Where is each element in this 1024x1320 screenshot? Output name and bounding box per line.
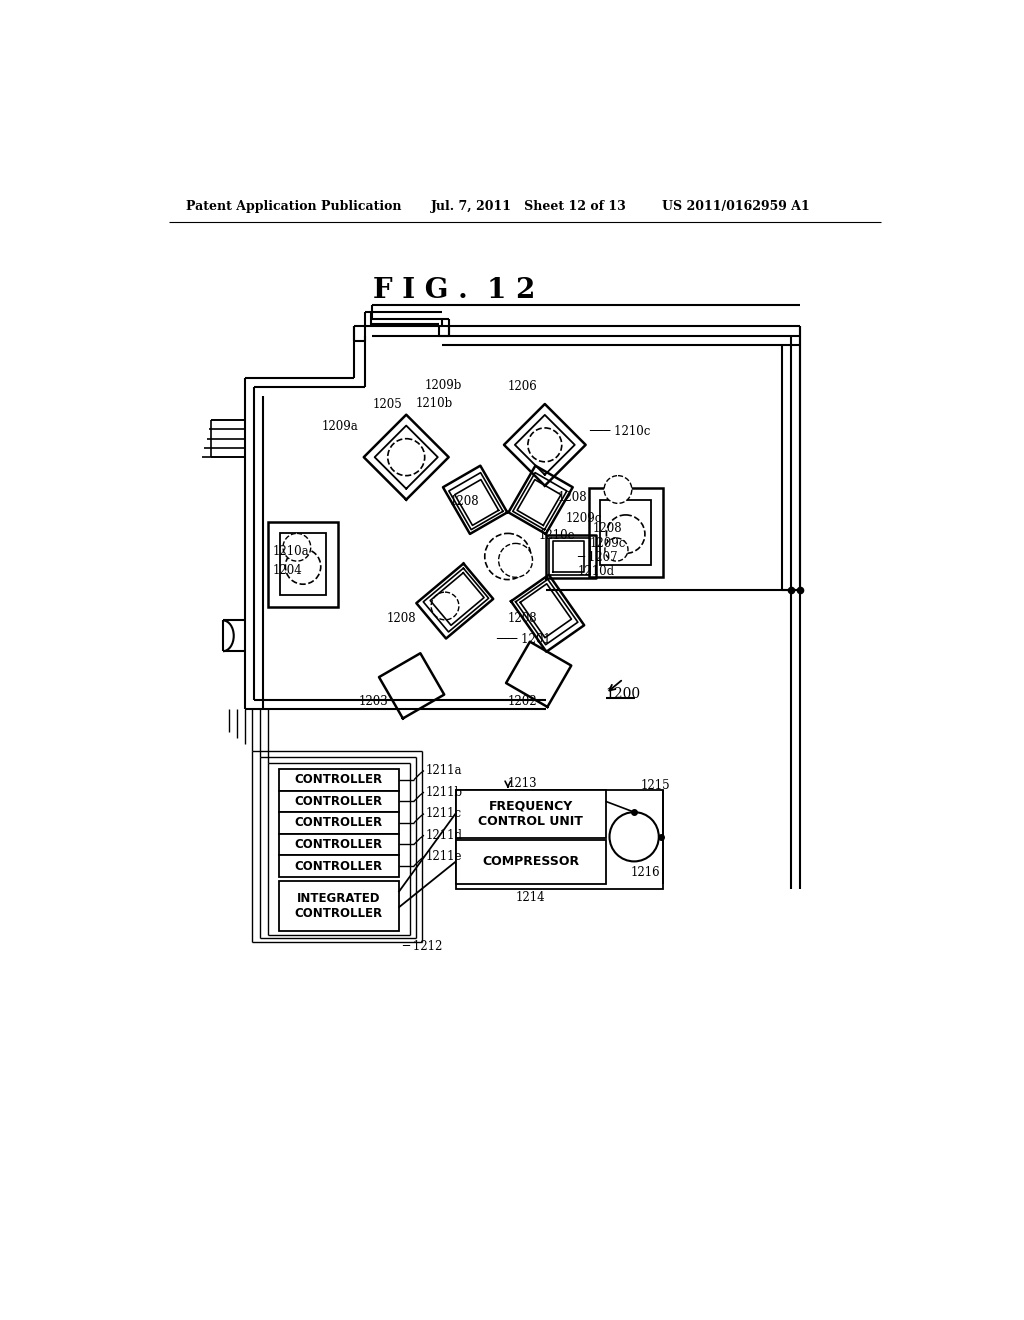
Text: 1210e: 1210e xyxy=(539,529,575,543)
Text: CONTROLLER: CONTROLLER xyxy=(295,774,383,787)
Bar xyxy=(268,521,338,607)
Text: 1208: 1208 xyxy=(451,495,479,508)
Text: 1202: 1202 xyxy=(508,694,538,708)
Text: CONTROLLER: CONTROLLER xyxy=(295,816,383,829)
Circle shape xyxy=(606,515,645,553)
Text: CONTROLLER: CONTROLLER xyxy=(295,795,383,808)
Text: 1210b: 1210b xyxy=(416,397,453,409)
Text: 1204: 1204 xyxy=(273,564,303,577)
Circle shape xyxy=(283,533,310,561)
Text: 1209c: 1209c xyxy=(590,537,626,550)
Bar xyxy=(456,789,605,838)
Text: ─ 1207: ─ 1207 xyxy=(578,550,617,564)
Bar xyxy=(280,880,398,931)
Bar xyxy=(589,488,663,577)
Text: Patent Application Publication: Patent Application Publication xyxy=(186,201,401,214)
Text: 1211b: 1211b xyxy=(425,785,463,799)
Text: 1208: 1208 xyxy=(558,491,588,504)
Text: 1206: 1206 xyxy=(508,380,538,393)
Bar xyxy=(280,770,398,791)
Bar xyxy=(280,791,398,812)
Text: FREQUENCY
CONTROL UNIT: FREQUENCY CONTROL UNIT xyxy=(478,800,583,828)
Circle shape xyxy=(431,593,459,620)
Bar xyxy=(280,834,398,855)
Bar xyxy=(280,533,326,595)
Text: ─ 1212: ─ 1212 xyxy=(402,940,442,953)
Text: 1208: 1208 xyxy=(508,612,538,626)
Bar xyxy=(600,499,651,565)
Text: 1214: 1214 xyxy=(516,891,546,904)
Circle shape xyxy=(528,428,562,462)
Circle shape xyxy=(604,475,632,503)
Text: 1205: 1205 xyxy=(373,399,402,412)
Text: 1216: 1216 xyxy=(631,866,659,879)
Text: CONTROLLER: CONTROLLER xyxy=(295,838,383,851)
Text: 1210d: 1210d xyxy=(578,565,614,578)
Text: 1209a: 1209a xyxy=(322,420,358,433)
Text: COMPRESSOR: COMPRESSOR xyxy=(482,855,580,869)
Text: CONTROLLER: CONTROLLER xyxy=(295,859,383,873)
Text: 1208: 1208 xyxy=(387,612,417,626)
Bar xyxy=(280,812,398,834)
Text: 1209b: 1209b xyxy=(425,379,462,392)
Circle shape xyxy=(605,539,628,561)
Circle shape xyxy=(286,549,321,585)
Text: 1208: 1208 xyxy=(593,521,623,535)
Text: 1211e: 1211e xyxy=(425,850,462,863)
Text: INTEGRATED
CONTROLLER: INTEGRATED CONTROLLER xyxy=(295,892,383,920)
Text: 1209c: 1209c xyxy=(565,512,602,525)
Bar xyxy=(280,855,398,876)
Text: 1210a: 1210a xyxy=(273,545,309,557)
Circle shape xyxy=(609,812,658,862)
Text: 1215: 1215 xyxy=(640,779,670,792)
Text: 1211d: 1211d xyxy=(425,829,463,842)
Circle shape xyxy=(499,544,532,577)
Text: 1211a: 1211a xyxy=(425,764,462,777)
Bar xyxy=(456,789,664,890)
Text: US 2011/0162959 A1: US 2011/0162959 A1 xyxy=(662,201,810,214)
Text: 1213: 1213 xyxy=(508,777,538,791)
Text: 1211c: 1211c xyxy=(425,807,462,820)
Text: Jul. 7, 2011   Sheet 12 of 13: Jul. 7, 2011 Sheet 12 of 13 xyxy=(431,201,627,214)
Text: F I G .  1 2: F I G . 1 2 xyxy=(373,277,536,305)
Text: 1203: 1203 xyxy=(358,694,388,708)
Text: ─── 1201: ─── 1201 xyxy=(497,634,551,647)
Text: 1200: 1200 xyxy=(605,686,641,701)
Circle shape xyxy=(388,438,425,475)
Bar xyxy=(456,840,605,884)
Circle shape xyxy=(484,533,531,579)
Text: ─── 1210c: ─── 1210c xyxy=(590,425,651,438)
